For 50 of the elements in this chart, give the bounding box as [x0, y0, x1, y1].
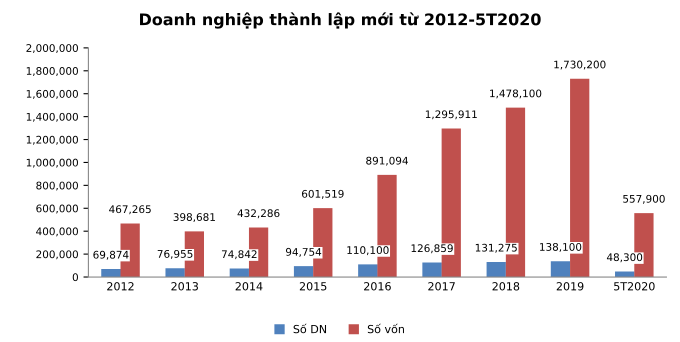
- x-tick-label: 2018: [492, 282, 520, 290]
- data-label: 48,300: [606, 253, 642, 262]
- y-tick-label: 1,200,000: [26, 136, 78, 145]
- y-tick-label: 0: [72, 273, 78, 282]
- bar: [422, 262, 442, 278]
- data-label: 1,730,200: [554, 60, 606, 70]
- chart-title: Doanh nghiệp thành lập mới từ 2012-5T2020: [140, 12, 541, 29]
- x-tick-label: 2014: [236, 282, 262, 290]
- y-tick-label: 1,400,000: [26, 112, 78, 122]
- x-tick-label: 2017: [428, 282, 455, 290]
- data-label: 891,094: [366, 156, 408, 166]
- data-label: 432,286: [238, 209, 280, 218]
- bar: [101, 269, 121, 278]
- bar: [615, 271, 634, 278]
- bar: [165, 268, 185, 278]
- data-label: 557,900: [623, 194, 665, 204]
- y-tick-label: 1,600,000: [26, 90, 78, 99]
- y-tick-label: 1,000,000: [26, 158, 78, 168]
- data-label: 467,265: [109, 205, 151, 214]
- data-label: 1,295,911: [426, 110, 477, 120]
- data-label: 69,874: [93, 250, 129, 260]
- data-label: 1,478,100: [490, 89, 542, 98]
- y-tick-label: 200,000: [36, 250, 78, 260]
- data-label: 131,275: [476, 244, 517, 253]
- data-label: 76,955: [158, 250, 192, 259]
- bar: [358, 264, 378, 278]
- data-label: 398,681: [174, 213, 215, 222]
- data-label: 126,859: [412, 244, 453, 254]
- data-label: 74,842: [222, 250, 257, 260]
- bar: [486, 262, 506, 278]
- bar: [550, 261, 570, 278]
- bar: [230, 268, 249, 278]
- y-tick-label: 600,000: [36, 204, 78, 214]
- x-tick-label: 5T2020: [614, 282, 655, 290]
- legend-label: Số vốn: [368, 324, 404, 334]
- bar: [294, 266, 314, 278]
- y-tick-label: 2,000,000: [26, 44, 78, 54]
- legend-label: Số DN: [294, 324, 326, 334]
- data-label: 110,100: [347, 246, 389, 256]
- x-tick-label: 2016: [364, 282, 391, 290]
- y-tick-label: 800,000: [36, 182, 78, 191]
- x-tick-label: 2012: [107, 282, 134, 290]
- data-label: 601,519: [302, 190, 344, 199]
- x-tick-label: 2019: [556, 282, 584, 290]
- x-tick-label: 2015: [300, 282, 326, 290]
- data-label: 138,100: [540, 242, 582, 252]
- data-label: 94,754: [286, 248, 322, 257]
- x-tick-label: 2013: [171, 282, 198, 290]
- y-tick-label: 1,800,000: [26, 67, 78, 76]
- y-tick-label: 400,000: [36, 227, 78, 236]
